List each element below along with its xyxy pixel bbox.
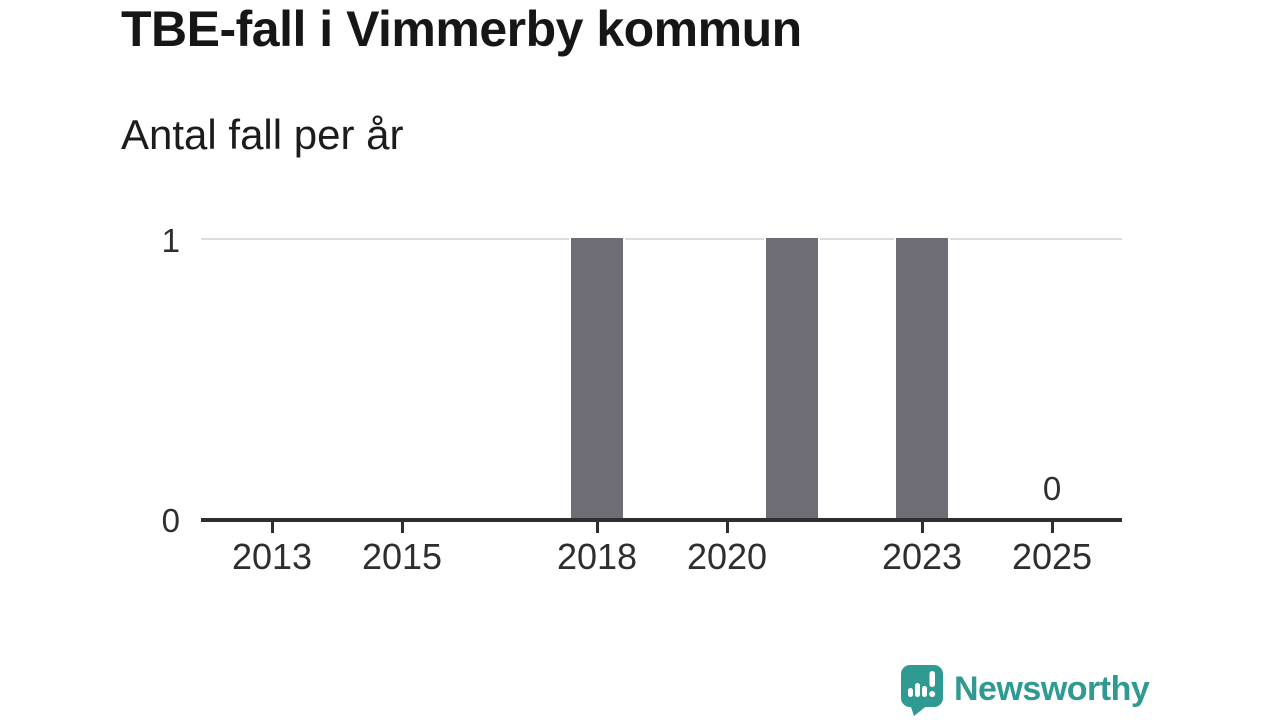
brand-footer: Newsworthy	[900, 664, 1200, 720]
x-tick-label-2020: 2020	[686, 536, 768, 577]
chart-title: TBE-fall i Vimmerby kommun	[121, 1, 802, 57]
brand-name: Newsworthy	[954, 670, 1150, 708]
newsworthy-logo-icon	[901, 665, 943, 716]
bar-2018	[571, 238, 623, 518]
x-tick-2015	[401, 522, 404, 533]
x-tick-2013	[271, 522, 274, 533]
y-tick-label-1: 1	[161, 221, 180, 259]
y-tick-label-0: 0	[161, 501, 180, 539]
x-tick-2020	[726, 522, 729, 533]
x-tick-2018	[596, 522, 599, 533]
x-axis-line	[201, 518, 1122, 522]
x-tick-label-2023: 2023	[881, 536, 963, 577]
chart-subtitle: Antal fall per år	[121, 111, 404, 158]
x-tick-label-2015: 2015	[361, 536, 443, 577]
bar-2023	[896, 238, 948, 518]
x-tick-label-2013: 2013	[231, 536, 313, 577]
bar-2021	[766, 238, 818, 518]
x-tick-2023	[921, 522, 924, 533]
gridline-y1	[201, 238, 1122, 240]
x-tick-label-2018: 2018	[556, 536, 638, 577]
x-tick-2025	[1051, 522, 1054, 533]
data-label-2025: 0	[1042, 470, 1062, 507]
x-tick-label-2025: 2025	[1011, 536, 1093, 577]
